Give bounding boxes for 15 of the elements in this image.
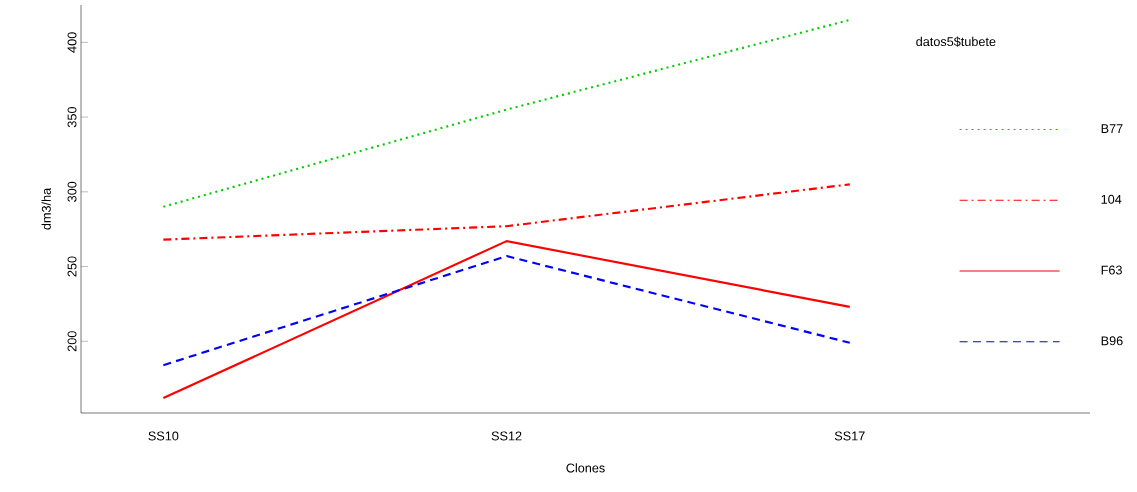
y-tick-label: 400 <box>67 32 77 53</box>
x-tick-label: SS10 <box>148 431 179 441</box>
y-tick-label: 250 <box>67 256 77 277</box>
text: F63 <box>1101 265 1122 275</box>
text: B77 <box>1101 124 1123 133</box>
y-tick-label: 300 <box>67 181 77 202</box>
text: B96 <box>1101 336 1123 346</box>
x-tick-label: SS17 <box>834 431 865 441</box>
legend-title: datos5$tubete <box>916 36 996 47</box>
x-tick-label: SS12 <box>491 431 522 441</box>
text: 104 <box>1101 194 1122 204</box>
y-tick-label: 200 <box>67 331 77 352</box>
x-axis-title: Clones <box>566 463 605 473</box>
y-tick-label: 350 <box>67 107 77 128</box>
y-axis-title: dm3/ha <box>41 187 51 230</box>
